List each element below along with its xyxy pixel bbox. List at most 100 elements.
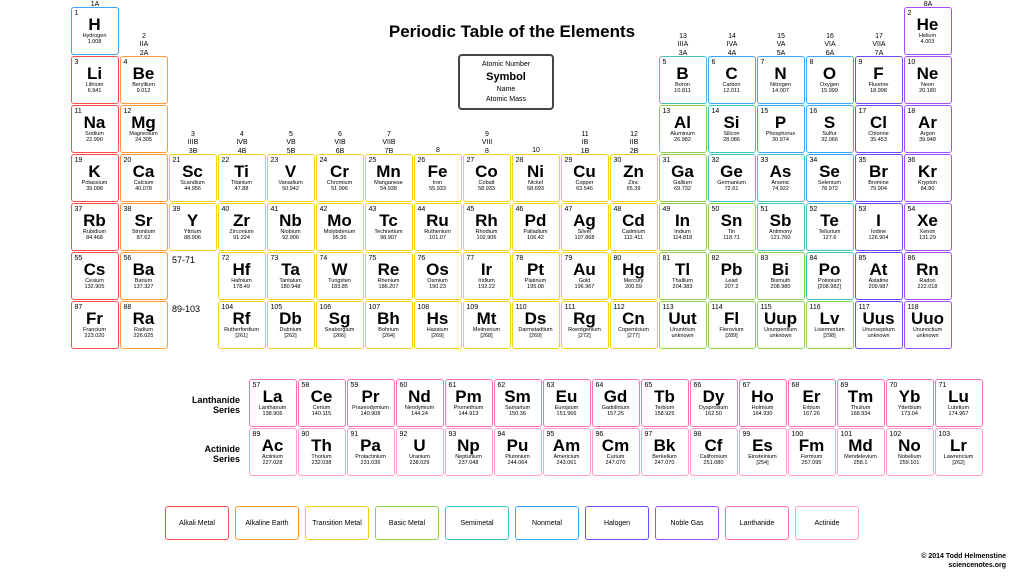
- atomic-number: 33: [761, 157, 769, 164]
- atomic-mass: 151.966: [557, 411, 577, 417]
- atomic-number: 116: [810, 304, 821, 311]
- symbol: Db: [279, 310, 302, 327]
- atomic-number: 18: [908, 108, 916, 115]
- element-Tb: 65TbTerbium158.925: [641, 379, 689, 427]
- element-Sb: 51SbAntimony121.760: [757, 203, 805, 251]
- atomic-number: 41: [271, 206, 279, 213]
- symbol: Fe: [428, 163, 448, 180]
- atomic-mass: [261]: [235, 333, 247, 339]
- atomic-number: 106: [320, 304, 332, 311]
- atomic-mass: 237.048: [459, 460, 479, 466]
- symbol: Si: [723, 114, 739, 131]
- atomic-number: 7: [761, 59, 765, 66]
- atomic-mass: [272]: [578, 333, 590, 339]
- atomic-number: 64: [596, 382, 604, 389]
- atomic-mass: [266]: [333, 333, 345, 339]
- symbol: Er: [803, 388, 821, 405]
- element-Rb: 37RbRubidium84.468: [71, 203, 119, 251]
- element-Na: 11NaSodium22.990: [71, 105, 119, 153]
- symbol: Se: [819, 163, 840, 180]
- atomic-number: 81: [663, 255, 671, 262]
- atomic-number: 75: [369, 255, 377, 262]
- f-block-grid: 57LaLanthanum138.90658CeCerium140.11559P…: [248, 378, 983, 476]
- element-Uuo: 118UuoUnunoctiumunknown: [904, 301, 952, 349]
- symbol: Pa: [360, 437, 381, 454]
- atomic-number: 115: [761, 304, 772, 311]
- atomic-mass: 200.59: [625, 284, 642, 290]
- element-Cl: 17ClChlorine35.453: [855, 105, 903, 153]
- legend-alkali: Alkali Metal: [165, 506, 229, 540]
- atomic-number: 69: [841, 382, 849, 389]
- element-Yb: 70YbYtterbium173.04: [886, 379, 934, 427]
- atomic-mass: 226.025: [134, 333, 154, 339]
- atomic-number: 65: [645, 382, 653, 389]
- legend-semi: Semimetal: [445, 506, 509, 540]
- symbol: Ra: [133, 310, 155, 327]
- element-Pt: 78PtPlatinum195.08: [512, 252, 560, 300]
- atomic-mass: 35.453: [870, 137, 887, 143]
- atomic-number: 26: [418, 157, 426, 164]
- element-Hs: 108HsHassium[269]: [414, 301, 462, 349]
- atomic-mass: [254]: [756, 460, 768, 466]
- element-V: 23VVanadium50.942: [267, 154, 315, 202]
- atomic-number: 16: [810, 108, 818, 115]
- element-Pu: 94PuPlutonium244.064: [494, 428, 542, 476]
- atomic-mass: 55.933: [429, 186, 446, 192]
- symbol: Uut: [668, 310, 696, 327]
- atomic-mass: 190.23: [429, 284, 446, 290]
- legend-halogen: Halogen: [585, 506, 649, 540]
- symbol: U: [413, 437, 425, 454]
- symbol: Mt: [477, 310, 497, 327]
- atomic-number: 90: [302, 431, 310, 438]
- atomic-mass: 251.080: [704, 460, 724, 466]
- atomic-number: 37: [75, 206, 83, 213]
- atomic-number: 27: [467, 157, 475, 164]
- atomic-mass: 131.29: [919, 235, 936, 241]
- atomic-mass: 164.930: [753, 411, 773, 417]
- symbol: Fm: [799, 437, 825, 454]
- symbol: Ba: [133, 261, 155, 278]
- element-Pd: 46PdPalladium106.42: [512, 203, 560, 251]
- element-Si: 14SiSilicon28.086: [708, 105, 756, 153]
- atomic-number: 35: [859, 157, 867, 164]
- symbol: Fl: [724, 310, 739, 327]
- atomic-mass: 58.693: [527, 186, 544, 192]
- atomic-number: 74: [320, 255, 328, 262]
- element-Nb: 41NbNiobium92.906: [267, 203, 315, 251]
- atomic-mass: 72.61: [725, 186, 739, 192]
- atomic-number: 108: [418, 304, 430, 311]
- atomic-mass: 178.49: [233, 284, 250, 290]
- element-Ba: 56BaBarium137.327: [120, 252, 168, 300]
- symbol: Sb: [770, 212, 792, 229]
- symbol: Sn: [721, 212, 743, 229]
- atomic-number: 42: [320, 206, 328, 213]
- atomic-mass: 4.003: [921, 39, 935, 45]
- element-Gd: 64GdGadolinium157.25: [592, 379, 640, 427]
- atomic-number: 20: [124, 157, 132, 164]
- atomic-mass: 247.070: [655, 460, 675, 466]
- atomic-mass: 162.50: [705, 411, 722, 417]
- element-Nd: 60NdNeodymium144.24: [396, 379, 444, 427]
- atomic-mass: 22.990: [86, 137, 103, 143]
- element-Ag: 47AgSilver107.868: [561, 203, 609, 251]
- symbol: Pu: [507, 437, 529, 454]
- atomic-mass: 121.760: [771, 235, 791, 241]
- atomic-number: 57: [253, 382, 261, 389]
- element-S: 16SSulfur32.066: [806, 105, 854, 153]
- symbol: Ds: [525, 310, 547, 327]
- element-Tc: 43TcTechnetium98.907: [365, 203, 413, 251]
- atomic-mass: 44.956: [184, 186, 201, 192]
- element-La: 57LaLanthanum138.906: [249, 379, 297, 427]
- element-Cd: 48CdCadmium112.411: [610, 203, 658, 251]
- atomic-mass: 79.904: [870, 186, 887, 192]
- atomic-mass: 39.948: [919, 137, 936, 143]
- symbol: Y: [187, 212, 198, 229]
- element-Cf: 98CfCalifornium251.080: [690, 428, 738, 476]
- legend-transition: Transition Metal: [305, 506, 369, 540]
- atomic-mass: unknown: [916, 333, 938, 339]
- atomic-number: 24: [320, 157, 328, 164]
- atomic-mass: 12.011: [723, 88, 739, 94]
- symbol: As: [770, 163, 792, 180]
- symbol: Mg: [131, 114, 156, 131]
- symbol: Na: [84, 114, 106, 131]
